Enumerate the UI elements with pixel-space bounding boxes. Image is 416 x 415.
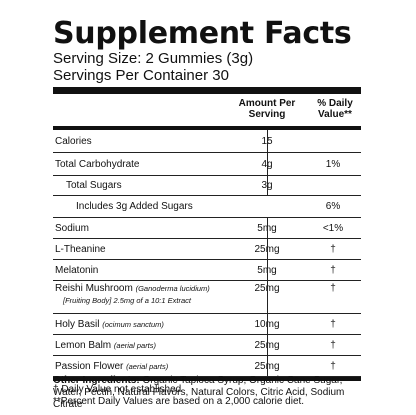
nutrient-name: Reishi Mushroom (Ganoderma lucidium): [55, 283, 210, 294]
table-row: Lemon Balm (aerial parts) 25mg †: [53, 335, 361, 356]
nutrient-source-note: (aerial parts): [126, 362, 169, 371]
nutrient-extract-note: [Fruiting Body] 2.5mg of a 10:1 Extract: [63, 296, 191, 305]
table-row: Total Sugars3g: [53, 176, 361, 196]
column-divider-segment: [267, 239, 268, 259]
amount-per-serving: 25mg: [215, 244, 319, 255]
nutrient-name-text: Holy Basil: [55, 319, 100, 330]
nutrient-name-text: Calories: [55, 136, 92, 147]
nutrient-name-text: L-Theanine: [55, 244, 106, 255]
table-row: Passion Flower (aerial parts) 25mg †: [53, 356, 361, 377]
other-ingredients-text: Organic Tapioca Syrup, Organic Cane Suga…: [53, 375, 345, 410]
dv-header-line1: % Daily: [317, 98, 353, 109]
nutrient-name: Calories: [55, 136, 92, 147]
column-divider-segment: [267, 130, 268, 152]
daily-value-percent: †: [330, 319, 336, 330]
daily-value-percent: †: [330, 244, 336, 255]
daily-value-percent: †: [330, 265, 336, 276]
column-divider-segment: [267, 260, 268, 280]
nutrient-name-text: Reishi Mushroom: [55, 283, 133, 294]
amount-per-serving: 5mg: [215, 265, 319, 276]
amount-per-serving: 25mg: [215, 361, 319, 372]
table-row: Holy Basil (ocimum sanctum) 10mg †: [53, 314, 361, 335]
daily-value-percent: <1%: [322, 223, 344, 234]
bottom-divider: [53, 377, 361, 381]
daily-value-percent: †: [330, 283, 336, 294]
nutrient-name: L-Theanine: [55, 244, 106, 255]
daily-value-percent: 6%: [325, 201, 341, 212]
table-row: Melatonin 5mg †: [53, 260, 361, 281]
amount-per-serving: 5mg: [215, 223, 319, 234]
nutrient-source-note: (ocimum sanctum): [102, 320, 164, 329]
column-divider-segment: [267, 281, 268, 313]
amount-per-serving: 25mg: [215, 340, 319, 351]
table-row: Reishi Mushroom (Ganoderma lucidium) [Fru…: [53, 281, 361, 314]
table-row: Sodium 5mg<1%: [53, 218, 361, 239]
footnote-percent-dv: **Percent Daily Values are based on a 2,…: [53, 396, 305, 407]
nutrient-name-text: Includes 3g Added Sugars: [76, 201, 193, 212]
table-row: Calories15: [53, 130, 361, 153]
daily-value-percent: †: [330, 340, 336, 351]
nutrient-name-text: Total Sugars: [66, 180, 122, 191]
footnote-dv-not-established: † Daily Value not established: [53, 384, 182, 395]
amount-header-line1: Amount Per: [238, 98, 296, 109]
column-divider-segment: [267, 218, 268, 238]
amount-per-serving-header: Amount Per Serving: [215, 98, 319, 120]
column-divider-segment: [267, 335, 268, 355]
amount-header-line2: Serving: [248, 109, 286, 120]
nutrient-name-text: Lemon Balm: [55, 340, 112, 351]
amount-per-serving: 10mg: [215, 319, 319, 330]
nutrient-name: Passion Flower (aerial parts): [55, 361, 168, 372]
serving-size: Serving Size: 2 Gummies (3g): [53, 50, 254, 67]
nutrient-source-note: (aerial parts): [113, 341, 157, 350]
table-row: Total Carbohydrate4g1%: [53, 153, 361, 176]
table-row: Includes 3g Added Sugars 6%: [53, 196, 361, 218]
column-header: Amount Per Serving % Daily Value**: [53, 94, 361, 126]
nutrient-name: Includes 3g Added Sugars: [76, 201, 193, 212]
nutrient-name: Sodium: [55, 223, 89, 234]
nutrient-name: Total Carbohydrate: [55, 159, 140, 170]
nutrient-name: Lemon Balm (aerial parts): [55, 340, 156, 351]
nutrient-name: Total Sugars: [66, 180, 122, 191]
table-row: L-Theanine 25mg †: [53, 239, 361, 260]
servings-per-container: Servings Per Container 30: [53, 67, 229, 84]
nutrient-name: Melatonin: [55, 265, 98, 276]
other-ingredients: Other Ingredients: Organic Tapioca Syrup…: [53, 375, 363, 411]
other-ingredients-label: Other Ingredients:: [53, 375, 140, 386]
column-divider-segment: [267, 314, 268, 334]
nutrient-name-text: Total Carbohydrate: [55, 159, 140, 170]
daily-value-percent: 1%: [325, 159, 341, 170]
nutrient-name-text: Melatonin: [55, 265, 99, 276]
dv-header-line2: Value**: [318, 109, 352, 120]
daily-value-percent: †: [330, 361, 336, 372]
amount-per-serving: 25mg: [215, 283, 319, 294]
panel-title: Supplement Facts: [53, 16, 352, 51]
nutrient-name: Holy Basil (ocimum sanctum): [55, 319, 164, 330]
nutrient-name-text: Passion Flower: [55, 361, 124, 372]
header-divider: [53, 126, 361, 130]
heavy-divider: [53, 87, 361, 94]
supplement-facts-panel: Supplement Facts Serving Size: 2 Gummies…: [53, 18, 361, 408]
nutrient-source-note: (Ganoderma lucidium): [135, 284, 210, 293]
daily-value-header: % Daily Value**: [309, 98, 361, 120]
column-divider-segment: [267, 176, 268, 195]
column-divider-segment: [267, 153, 268, 175]
nutrient-table: Calories15Total Carbohydrate4g1%Total Su…: [53, 130, 361, 377]
column-divider-segment: [267, 356, 268, 376]
nutrient-name-text: Sodium: [55, 223, 89, 234]
